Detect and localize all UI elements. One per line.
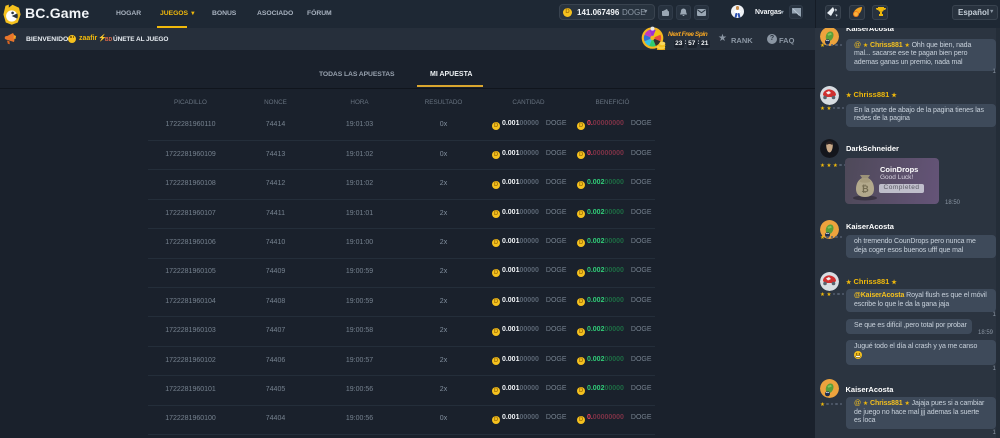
svg-text:₿: ₿ xyxy=(861,184,868,194)
